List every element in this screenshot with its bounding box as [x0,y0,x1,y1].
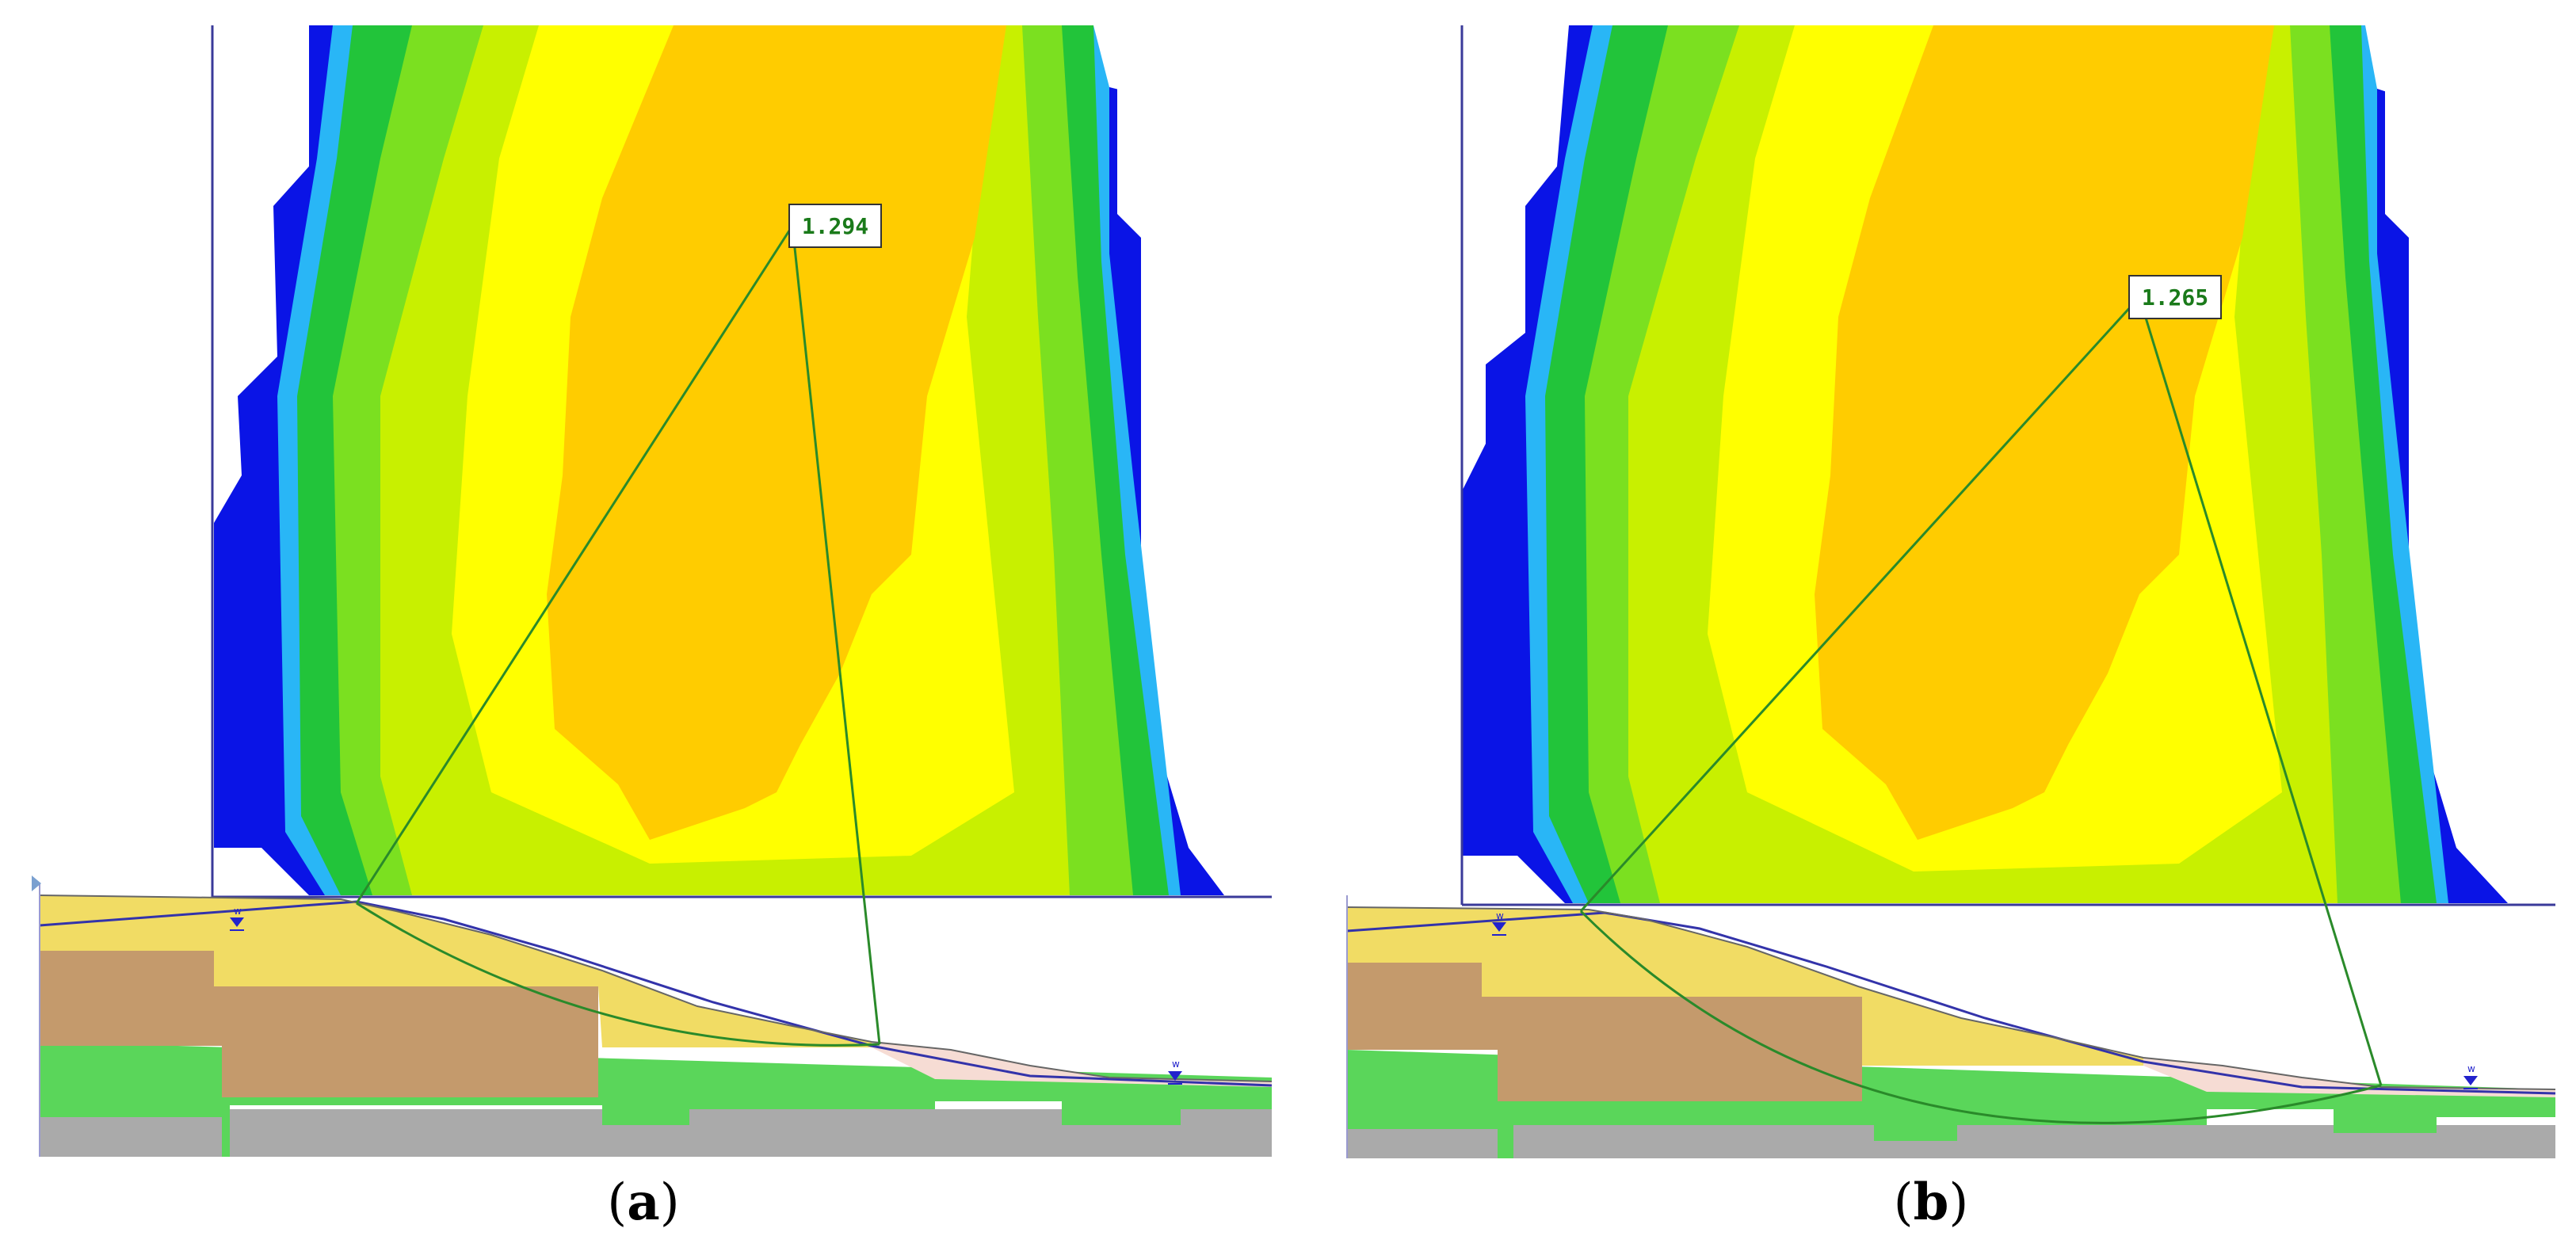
water-marker-label: w [1496,910,1504,921]
critical-slip-surface-b: 1.265 [1579,275,2383,1124]
contour-map-b [1460,25,2555,906]
section-left-arrow-icon [32,875,41,891]
contour-gap [1462,856,1565,903]
soil-clay-layer [1347,963,1862,1101]
caption-letter: b [1913,1173,1949,1232]
panel-a: w w 1.294 (a) [32,25,1273,1232]
ground-surface-line [39,895,1273,1082]
water-marker-icon: w [1168,1059,1182,1085]
contour-gap [1117,111,1157,158]
water-table-line [39,900,1273,1087]
slip-arc [1579,910,2382,1124]
water-marker-label: w [234,906,242,917]
factor-of-safety-label: 1.294 [802,213,868,239]
soil-sand-layer [40,895,872,1047]
contour-band-orange [1815,25,2274,840]
water-marker-icon: w [230,906,244,931]
soil-rock-layer [1347,1125,2555,1158]
soil-pink-layer [2143,1058,2555,1097]
water-marker-label: w [1172,1059,1180,1070]
fs-label-box [2128,275,2222,319]
soil-sand-layer [1347,907,2143,1066]
slip-radius-right [2138,296,2383,1086]
slope-section-a: w w [32,875,1273,1157]
caption-a: (a) [607,1173,680,1232]
critical-slip-surface-a: 1.294 [355,204,882,1047]
ground-surface-line [1346,906,2556,1090]
caption-b: (b) [1893,1173,1969,1232]
caption-letter: a [627,1173,660,1232]
contour-gap [214,848,309,895]
slip-radius-left [355,225,794,904]
slope-stability-figure-a: w w 1.294 [32,25,1273,1157]
slip-arc [356,902,880,1047]
fs-label-box [788,204,882,248]
slip-radius-right [791,225,881,1045]
contour-gap [1093,25,1157,95]
slip-radius-left [1579,296,2141,913]
soil-pink-layer [872,1042,1272,1087]
contour-gap [2365,25,2425,99]
factor-of-safety-label: 1.265 [2142,284,2208,311]
water-marker-icon: w [1492,910,1506,936]
water-marker-label: w [2467,1063,2475,1074]
slope-section-b: w w [1346,895,2556,1158]
contour-map-a [211,25,1272,898]
soil-clay-layer [40,951,598,1097]
water-marker-icon: w [2463,1063,2478,1089]
slope-stability-figure-b: w w 1.265 [1346,25,2556,1158]
contour-band-orange [547,25,1006,840]
contour-gap [2389,115,2425,162]
soil-rock-layer [40,1109,1272,1157]
panel-b: w w 1.265 (b) [1288,0,2575,1255]
